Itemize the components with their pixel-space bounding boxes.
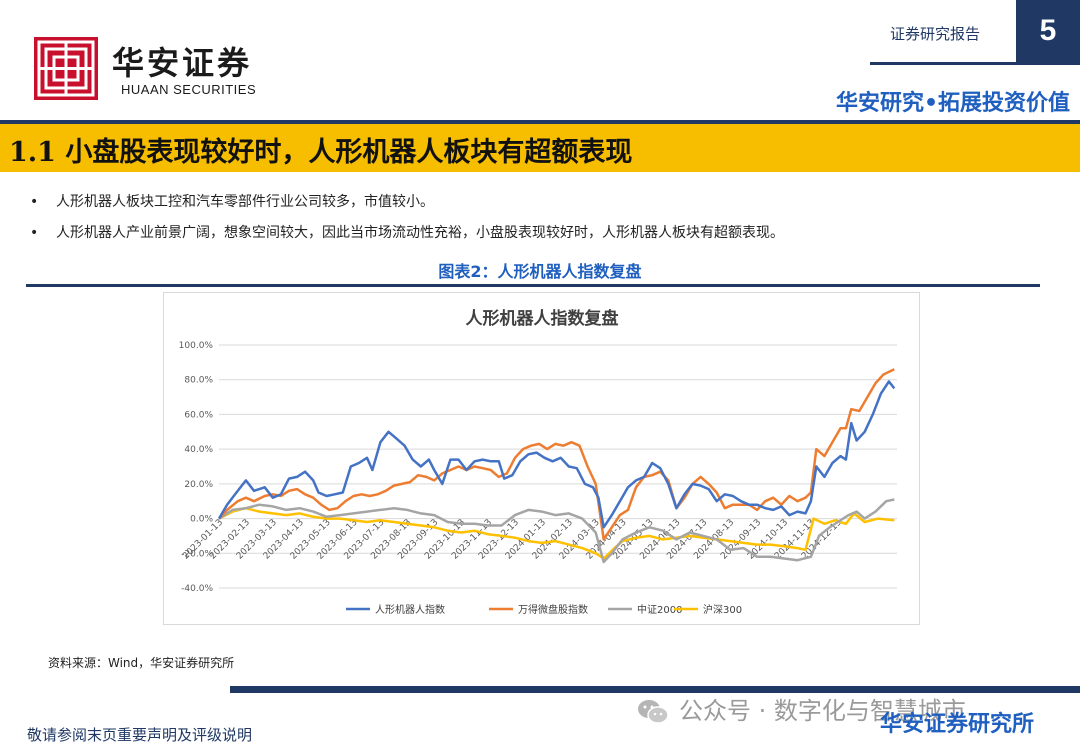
y-tick-label: 60.0% [184, 410, 213, 420]
logo-english-name: HUAAN SECURITIES [121, 82, 257, 97]
series-line [217, 380, 896, 529]
line-chart: 人形机器人指数复盘 -40.0% -20.0% 0.0% 20.0% 40.0% 60.0… [179, 308, 897, 616]
y-tick-label: -20.0% [181, 549, 213, 559]
bullet-dot: • [30, 225, 39, 241]
page-number: 5 [1016, 0, 1080, 62]
y-tick-label: -40.0% [181, 584, 213, 594]
legend-label: 沪深300 [703, 603, 742, 616]
bullet-text: 人形机器人板块工控和汽车零部件行业公司较多，市值较小。 [56, 194, 434, 210]
figure-title: 图表2：人形机器人指数复盘 [438, 262, 642, 281]
report-type: 证券研究报告 [890, 25, 981, 43]
y-tick-label: 40.0% [184, 445, 213, 455]
bullet-item: • 人形机器人产业前景广阔，想象空间较大，因此当市场流动性充裕，小盘股表现较好时，… [30, 222, 784, 242]
y-tick-label: 0.0% [190, 515, 213, 525]
source-note: 资料来源：Wind，华安证券研究所 [48, 656, 235, 670]
y-tick-label: 100.0% [179, 341, 214, 351]
bullet-dot: • [30, 194, 39, 210]
bullet-item: • 人形机器人板块工控和汽车零部件行业公司较多，市值较小。 [30, 191, 434, 211]
disclaimer: 敬请参阅末页重要声明及评级说明 [27, 726, 253, 744]
footer-brand: 华安证券研究所 [880, 712, 1035, 737]
series-line [218, 368, 895, 541]
figure-rule [26, 284, 1040, 287]
legend-label: 中证2000 [637, 603, 682, 616]
footer-bar [230, 686, 1080, 693]
x-axis-ticks: 2023-01-132023-02-132023-03-132023-04-13… [181, 518, 844, 562]
watermark-text: 公众号 · 数字化与智慧城市 [679, 697, 966, 725]
y-tick-label: 80.0% [184, 376, 213, 386]
slogan: 华安研究•拓展投资价值 [835, 91, 1070, 116]
series-lines [217, 368, 896, 564]
bullet-text: 人形机器人产业前景广阔，想象空间较大，因此当市场流动性充裕，小盘股表现较好时，人… [56, 225, 784, 241]
section-title-bar: 1.1 小盘股表现较好时，人形机器人板块有超额表现 [0, 120, 1080, 172]
chart-title: 人形机器人指数复盘 [466, 308, 619, 329]
huaan-logo-mark [34, 37, 98, 100]
y-tick-label: 20.0% [184, 480, 213, 490]
series-line [218, 506, 895, 560]
watermark: 公众号 · 数字化与智慧城市 [637, 691, 966, 726]
chart-frame: 人形机器人指数复盘 -40.0% -20.0% 0.0% 20.0% 40.0% 60.0… [163, 292, 920, 625]
logo-chinese-name: 华安证券 [112, 44, 253, 82]
legend-label: 万得微盘股指数 [518, 603, 588, 616]
series-line [218, 498, 895, 564]
header-rule [870, 62, 1080, 65]
y-axis-ticks: -40.0% -20.0% 0.0% 20.0% 40.0% 60.0% 80.0% 100.… [179, 341, 214, 594]
legend: 人形机器人指数 万得微盘股指数 中证2000 沪深300 [346, 603, 742, 616]
section-title: 1.1 小盘股表现较好时，人形机器人板块有超额表现 [9, 137, 633, 168]
legend-label: 人形机器人指数 [375, 603, 445, 616]
wechat-icon [638, 700, 669, 724]
